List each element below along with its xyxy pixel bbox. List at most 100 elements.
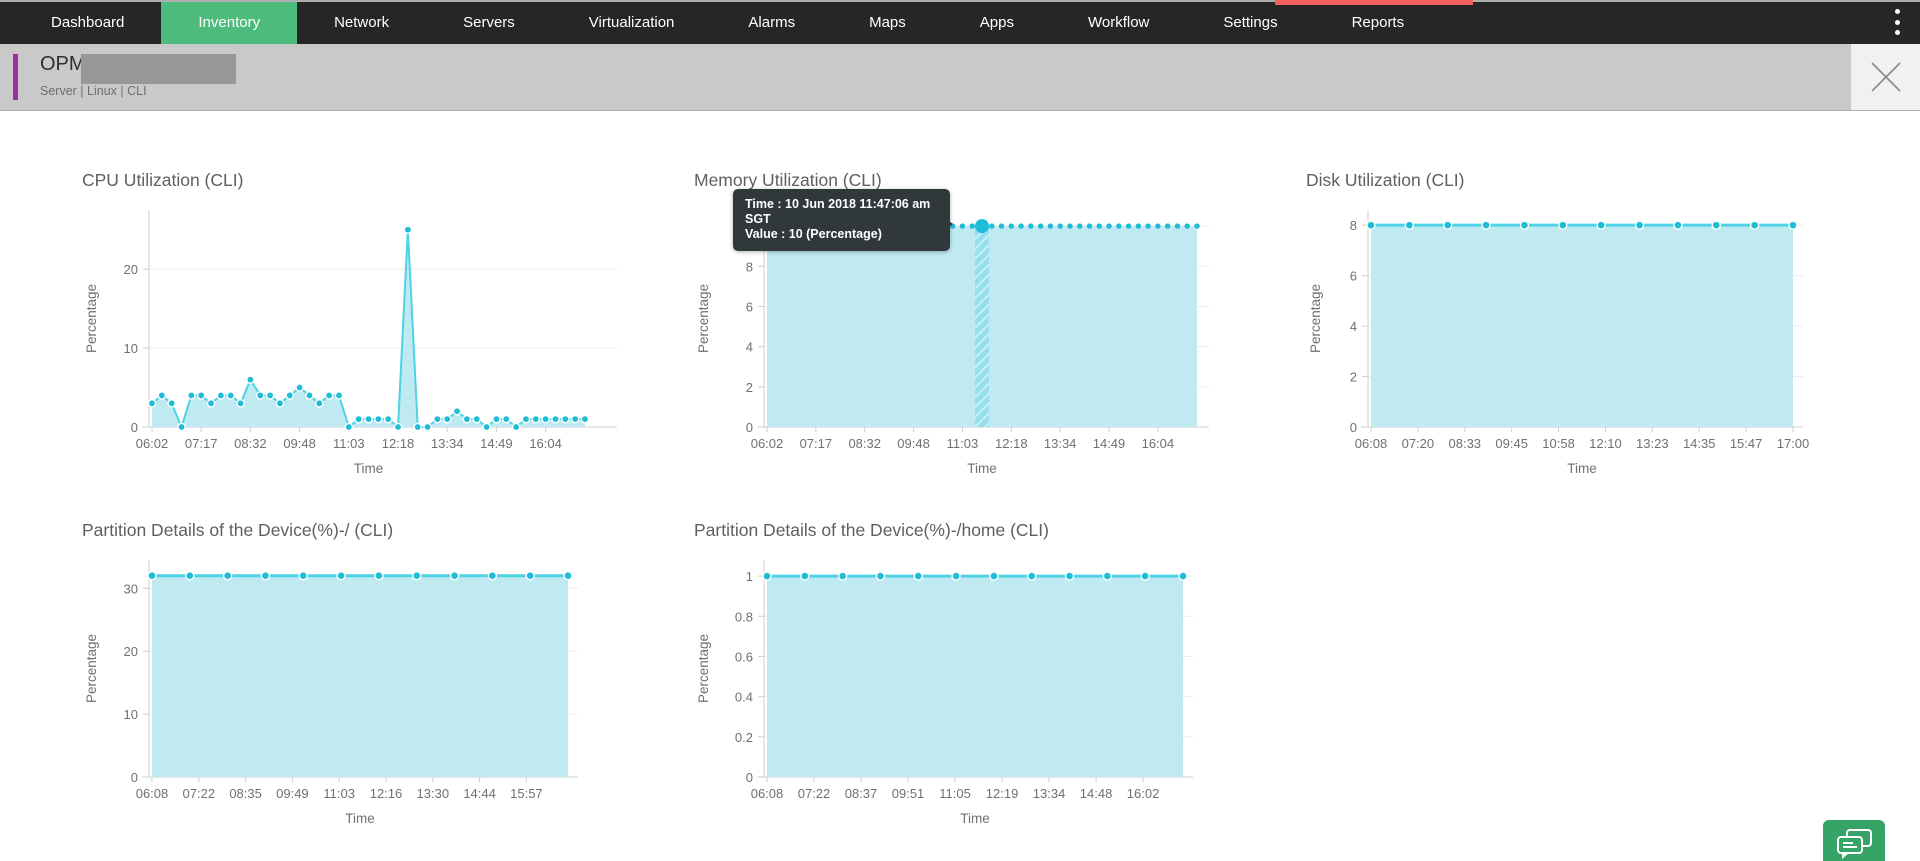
svg-text:0: 0 — [746, 420, 753, 435]
svg-text:30: 30 — [124, 581, 138, 596]
chart-disk-utilization: Disk Utilization (CLI) 0 2 4 6 8 06:08 07:20 08… — [1304, 170, 1864, 486]
loading-progress-bar — [1275, 0, 1473, 5]
chart-canvas[interactable]: 0 0.2 0.4 0.6 0.8 1 06:08 07:22 08:37 09:51 11:05 1… — [692, 554, 1252, 834]
tooltip-time: Time : 10 Jun 2018 11:47:06 am — [745, 197, 931, 211]
tab-dashboard[interactable]: Dashboard — [51, 13, 125, 31]
tab-virtualization[interactable]: Virtualization — [588, 13, 675, 31]
svg-text:0.4: 0.4 — [735, 690, 753, 705]
svg-text:16:04: 16:04 — [529, 436, 562, 451]
device-header: OPM Server | Linux | CLI — [0, 44, 1920, 111]
svg-text:08:33: 08:33 — [1449, 436, 1482, 451]
svg-text:14:48: 14:48 — [1080, 786, 1113, 801]
svg-text:20: 20 — [124, 644, 138, 659]
tab-inventory[interactable]: Inventory — [161, 0, 298, 44]
svg-text:0.2: 0.2 — [735, 730, 753, 745]
close-button[interactable] — [1851, 44, 1920, 110]
tab-servers[interactable]: Servers — [463, 13, 515, 31]
svg-text:10: 10 — [124, 707, 138, 722]
svg-text:12:18: 12:18 — [995, 436, 1028, 451]
svg-text:13:34: 13:34 — [1044, 436, 1077, 451]
chart-cpu-utilization: CPU Utilization (CLI) 0 10 20 06:02 07:17 08:… — [80, 170, 640, 486]
svg-text:06:02: 06:02 — [751, 436, 784, 451]
tab-settings[interactable]: Settings — [1223, 13, 1278, 31]
svg-text:6: 6 — [746, 299, 753, 314]
svg-text:Percentage: Percentage — [1308, 284, 1323, 353]
svg-text:4: 4 — [1350, 319, 1357, 334]
svg-text:16:04: 16:04 — [1142, 436, 1175, 451]
svg-text:08:32: 08:32 — [848, 436, 881, 451]
svg-text:14:35: 14:35 — [1683, 436, 1716, 451]
svg-text:0.8: 0.8 — [735, 609, 753, 624]
svg-text:07:22: 07:22 — [183, 786, 216, 801]
chart-canvas[interactable]: 0 10 20 06:02 07:17 08:32 09:48 11:03 12:18 13:34… — [80, 204, 640, 484]
svg-text:2: 2 — [1350, 370, 1357, 385]
chart-canvas[interactable]: 0 10 20 30 06:08 07:22 08:35 09:49 11:03 12:16 13:… — [80, 554, 640, 834]
svg-text:06:02: 06:02 — [136, 436, 169, 451]
svg-text:8: 8 — [746, 259, 753, 274]
chart-partition-root: Partition Details of the Device(%)-/ (CL… — [80, 520, 640, 836]
tab-apps[interactable]: Apps — [979, 13, 1014, 31]
tab-alarms[interactable]: Alarms — [748, 13, 796, 31]
device-name-redaction — [81, 54, 236, 84]
svg-text:11:03: 11:03 — [333, 436, 365, 451]
tab-workflow[interactable]: Workflow — [1087, 13, 1150, 31]
svg-text:0: 0 — [131, 420, 138, 435]
chart-memory-utilization: Memory Utilization (CLI) 024681006:0207:… — [692, 170, 1252, 486]
svg-text:Percentage: Percentage — [696, 284, 711, 353]
svg-text:Time: Time — [345, 811, 375, 826]
tab-reports[interactable]: Reports — [1351, 13, 1405, 31]
svg-text:Time: Time — [354, 461, 384, 476]
svg-text:Time: Time — [967, 461, 997, 476]
chart-canvas[interactable]: 0 2 4 6 8 06:08 07:20 08:33 09:45 10:58 12:10 13:23… — [1304, 204, 1864, 484]
svg-text:09:48: 09:48 — [283, 436, 316, 451]
svg-text:12:19: 12:19 — [986, 786, 1019, 801]
chart-canvas[interactable]: 024681006:0207:1708:3209:4811:0312:1813:… — [692, 204, 1252, 484]
svg-text:Percentage: Percentage — [84, 634, 99, 703]
tab-maps[interactable]: Maps — [869, 13, 906, 31]
svg-text:13:23: 13:23 — [1636, 436, 1669, 451]
svg-text:Time: Time — [960, 811, 990, 826]
svg-text:16:02: 16:02 — [1127, 786, 1160, 801]
svg-text:11:03: 11:03 — [947, 436, 979, 451]
svg-text:08:37: 08:37 — [845, 786, 878, 801]
svg-text:11:05: 11:05 — [939, 786, 971, 801]
svg-text:13:34: 13:34 — [431, 436, 464, 451]
svg-text:09:49: 09:49 — [276, 786, 309, 801]
chart-partition-home: Partition Details of the Device(%)-/home… — [692, 520, 1252, 836]
device-accent-bar — [13, 54, 18, 100]
svg-text:12:10: 12:10 — [1589, 436, 1622, 451]
tooltip-timezone: SGT — [745, 212, 771, 226]
svg-text:14:49: 14:49 — [1093, 436, 1126, 451]
svg-text:Percentage: Percentage — [84, 284, 99, 353]
chart-title: CPU Utilization (CLI) — [82, 170, 244, 190]
svg-text:0: 0 — [1350, 420, 1357, 435]
tab-network[interactable]: Network — [334, 13, 390, 31]
svg-text:06:08: 06:08 — [136, 786, 169, 801]
chart-title: Disk Utilization (CLI) — [1306, 170, 1465, 190]
svg-text:20: 20 — [124, 262, 138, 277]
svg-text:13:34: 13:34 — [1033, 786, 1066, 801]
svg-text:11:03: 11:03 — [323, 786, 355, 801]
svg-text:2: 2 — [746, 380, 753, 395]
svg-text:12:18: 12:18 — [382, 436, 415, 451]
svg-text:07:22: 07:22 — [798, 786, 831, 801]
top-nav: Dashboard Inventory Network Servers Virt… — [0, 0, 1920, 44]
svg-text:Time: Time — [1567, 461, 1597, 476]
svg-text:12:16: 12:16 — [370, 786, 403, 801]
chat-bubbles-icon — [1837, 829, 1872, 859]
svg-text:08:35: 08:35 — [229, 786, 262, 801]
chart-title: Partition Details of the Device(%)-/ (CL… — [82, 520, 394, 540]
svg-text:Percentage: Percentage — [696, 634, 711, 703]
svg-text:1: 1 — [746, 569, 753, 584]
svg-text:0.6: 0.6 — [735, 649, 753, 664]
svg-text:13:30: 13:30 — [417, 786, 450, 801]
svg-text:10: 10 — [124, 341, 138, 356]
chat-button[interactable] — [1823, 820, 1885, 861]
svg-text:15:57: 15:57 — [510, 786, 543, 801]
svg-text:09:51: 09:51 — [892, 786, 925, 801]
svg-text:14:49: 14:49 — [480, 436, 513, 451]
tooltip-value: Value : 10 (Percentage) — [745, 227, 882, 241]
window-top-edge — [0, 0, 1920, 2]
kebab-menu-icon[interactable] — [1888, 9, 1906, 35]
